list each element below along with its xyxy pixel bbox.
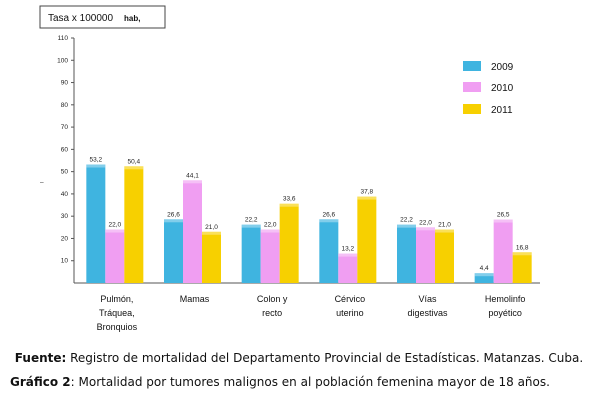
bar	[435, 229, 454, 283]
bar-highlight	[416, 227, 435, 231]
data-label: 26,5	[497, 212, 510, 219]
y-tick-label: 50	[61, 169, 69, 176]
bar	[105, 229, 125, 283]
x-tick-label: Vías	[418, 294, 437, 304]
data-label: 22,2	[400, 217, 413, 224]
bar	[512, 252, 532, 283]
y-tick-label: 110	[58, 35, 69, 42]
bar	[493, 219, 513, 283]
bar-highlight	[474, 273, 494, 277]
bar	[397, 224, 416, 283]
figure-label: Gráfico 2	[10, 375, 71, 389]
chart-title-unit: hab,	[124, 14, 140, 23]
legend-swatch	[463, 104, 481, 114]
legend	[450, 58, 518, 122]
data-label: 44,1	[186, 172, 199, 179]
legend-label: 2009	[491, 62, 514, 73]
bar-highlight	[202, 231, 221, 235]
data-label: 21,0	[205, 224, 218, 231]
bar-highlight	[241, 224, 261, 228]
y-tick-label: 100	[57, 57, 68, 64]
bar-highlight	[86, 164, 106, 168]
data-label: 50,4	[128, 158, 141, 165]
x-tick-label: Mamas	[180, 294, 210, 304]
x-tick-label: uterino	[336, 308, 364, 318]
source-label: Fuente:	[14, 351, 67, 365]
x-tick-label: Colon y	[257, 294, 288, 304]
bar-highlight	[493, 219, 513, 223]
bar-highlight	[183, 180, 202, 184]
bar-highlight	[124, 166, 144, 170]
data-label: 21,0	[438, 222, 451, 229]
bar	[357, 196, 377, 283]
bar-chart: Tasa x 100000 hab, – 1020304050607080901…	[39, 5, 540, 332]
y-tick-label: 60	[61, 146, 69, 153]
y-tick-label: 20	[61, 235, 69, 242]
y-tick-label: 10	[61, 258, 69, 265]
x-tick-label: recto	[262, 308, 282, 318]
y-tick-label: 70	[61, 124, 69, 131]
y-tick-label: 80	[61, 102, 69, 109]
bar-highlight	[338, 253, 358, 257]
data-label: 33,6	[283, 196, 296, 203]
x-tick-label: Tráquea,	[99, 308, 135, 318]
data-label: 22,2	[245, 217, 258, 224]
bar	[124, 166, 144, 283]
bar-highlight	[397, 224, 416, 228]
bar-highlight	[512, 252, 532, 256]
legend-label: 2010	[491, 83, 514, 94]
data-label: 26,6	[323, 211, 336, 218]
bar-highlight	[164, 219, 183, 223]
bar	[319, 219, 339, 283]
chart-title: Tasa x 100000	[48, 13, 113, 24]
source-caption: Fuente: Registro de mortalidad del Depar…	[10, 349, 588, 367]
x-tick-label: Bronquios	[97, 322, 138, 332]
data-label: 26,6	[167, 211, 180, 218]
data-label: 13,2	[342, 246, 355, 253]
data-label: 22,0	[419, 219, 432, 226]
bar-highlight	[319, 219, 339, 223]
bar	[474, 273, 494, 283]
y-tick-label: 40	[61, 191, 69, 198]
bar	[86, 164, 106, 283]
x-tick-label: Hemolinfo	[485, 294, 526, 304]
figure-text: : Mortalidad por tumores malignos en al …	[70, 375, 550, 389]
legend-swatch	[463, 82, 481, 92]
plot-area: 10 20 30 40 50 60 70 80 90 100 110 53,2 22,0 50,4 Pulm…	[57, 35, 540, 332]
bar	[416, 227, 435, 283]
x-tick-label: Cérvico	[335, 294, 366, 304]
data-label: 4,4	[480, 265, 489, 272]
data-label: 16,8	[516, 244, 529, 251]
x-tick-label: poyético	[488, 308, 522, 318]
chart-title-box	[39, 5, 166, 29]
legend-swatch	[463, 61, 481, 71]
bar-highlight	[357, 196, 377, 200]
data-label: 37,8	[361, 189, 374, 196]
bar-highlight	[260, 229, 280, 233]
y-tick-label: 90	[61, 80, 69, 87]
bar	[338, 253, 358, 283]
data-label: 22,0	[264, 222, 277, 229]
y-tick-label: 30	[61, 213, 69, 220]
x-tick-label: Pulmón,	[100, 294, 133, 304]
y-axis-side-mark: –	[40, 179, 44, 186]
bar-highlight	[279, 203, 299, 207]
bar	[183, 180, 202, 283]
bar	[279, 203, 299, 283]
bar-highlight	[435, 229, 454, 233]
bar	[241, 224, 261, 283]
bar-highlight	[105, 229, 125, 233]
bar	[202, 231, 221, 283]
bar	[260, 229, 280, 283]
data-label: 22,0	[109, 222, 122, 229]
source-text: Registro de mortalidad del Departamento …	[66, 351, 584, 365]
bar	[164, 219, 183, 283]
data-label: 53,2	[90, 157, 103, 164]
legend-label: 2011	[491, 105, 513, 116]
figure-caption: Gráfico 2: Mortalidad por tumores malign…	[10, 373, 588, 391]
x-tick-label: digestivas	[407, 308, 448, 318]
